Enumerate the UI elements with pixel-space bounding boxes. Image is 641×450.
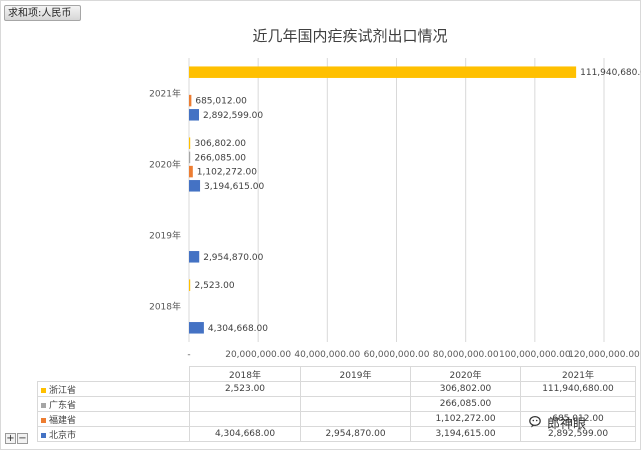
bar bbox=[189, 322, 204, 334]
zoom-out-button[interactable]: − bbox=[17, 433, 28, 444]
legend-label: 北京市 bbox=[49, 430, 77, 441]
table-column-header: 2018年 bbox=[189, 366, 301, 382]
data-label: 1,102,272.00 bbox=[197, 168, 257, 178]
table-cell: 111,940,680.00 bbox=[520, 381, 636, 397]
legend-swatch bbox=[41, 387, 46, 393]
legend-label: 广东省 bbox=[49, 400, 77, 411]
data-label: 4,304,668.00 bbox=[208, 324, 268, 334]
legend-label: 福建省 bbox=[49, 415, 77, 426]
data-label: 685,012.00 bbox=[195, 97, 247, 107]
bar bbox=[189, 251, 200, 263]
category-label: 2020年 bbox=[149, 159, 181, 171]
table-cell bbox=[300, 396, 411, 412]
wechat-icon bbox=[529, 415, 541, 428]
table-cell: 2,892,599.00 bbox=[520, 426, 636, 442]
data-labels: 4,304,668.00 2,523.00 2,954,870.00 3,194,61… bbox=[195, 68, 641, 334]
chart-data-table: 2018年 2019年 2020年 2021年浙江省 2,523.00 306,802.0… bbox=[37, 366, 636, 442]
table-column-header: 2020年 bbox=[410, 366, 521, 382]
table-cell bbox=[300, 411, 411, 427]
bar bbox=[189, 151, 191, 164]
legend-swatch bbox=[41, 417, 46, 423]
bar bbox=[189, 279, 191, 291]
table-cell: 2,954,870.00 bbox=[300, 426, 411, 442]
x-tick-label: 80,000,000.00 bbox=[433, 350, 499, 360]
table-row-header: 福建省 bbox=[37, 411, 190, 427]
bar bbox=[189, 109, 200, 121]
table-cell bbox=[300, 381, 411, 397]
x-tick-label: 120,000,000.00 bbox=[568, 350, 640, 360]
x-tick-label: 40,000,000.00 bbox=[294, 350, 360, 360]
table-corner bbox=[38, 367, 190, 382]
table-cell bbox=[189, 396, 301, 412]
table-row-header: 浙江省 bbox=[37, 381, 190, 397]
category-axis: 2018年 2019年 2020年 2021年 bbox=[149, 88, 181, 313]
table-cell: 306,802.00 bbox=[410, 381, 521, 397]
gridlines bbox=[188, 58, 605, 342]
chart-title: 近几年国内疟疾试剂出口情况 bbox=[252, 27, 447, 45]
table-row: 浙江省 2,523.00 306,802.00 111,940,680.00 bbox=[37, 381, 636, 397]
table-row: 广东省 266,085.00 bbox=[37, 396, 636, 412]
data-label: 3,194,615.00 bbox=[204, 182, 264, 192]
x-tick-label: 20,000,000.00 bbox=[225, 350, 291, 360]
table-cell: 266,085.00 bbox=[410, 396, 521, 412]
x-tick-label: - bbox=[187, 350, 190, 360]
data-label: 266,085.00 bbox=[195, 153, 247, 163]
table-cell: 4,304,668.00 bbox=[189, 426, 301, 442]
bars bbox=[189, 66, 577, 334]
x-tick-label: 100,000,000.00 bbox=[499, 350, 571, 360]
table-header-row: 2018年 2019年 2020年 2021年 bbox=[38, 366, 636, 382]
category-label: 2018年 bbox=[149, 301, 181, 313]
table-row-header: 北京市 bbox=[37, 426, 190, 442]
data-label: 2,892,599.00 bbox=[203, 111, 263, 121]
table-row: 福建省 1,102,272.00 685,012.00 bbox=[37, 411, 636, 427]
value-axis: - 20,000,000.00 40,000,000.00 60,000,000.00… bbox=[187, 350, 640, 360]
bar bbox=[189, 137, 191, 149]
category-label: 2019年 bbox=[149, 230, 181, 242]
x-tick-label: 60,000,000.00 bbox=[364, 350, 430, 360]
data-label: 2,954,870.00 bbox=[203, 253, 263, 263]
category-label: 2021年 bbox=[149, 88, 181, 100]
watermark: 郎神眼 bbox=[529, 412, 586, 432]
legend-label: 浙江省 bbox=[49, 385, 77, 396]
data-label: 111,940,680.00 bbox=[580, 68, 641, 78]
table-cell bbox=[520, 396, 636, 412]
table-column-header: 2021年 bbox=[520, 366, 636, 382]
bar bbox=[189, 165, 193, 178]
table-cell bbox=[189, 411, 301, 427]
legend-swatch bbox=[41, 432, 46, 438]
zoom-in-button[interactable]: + bbox=[5, 433, 16, 444]
table-cell: 3,194,615.00 bbox=[410, 426, 521, 442]
bar bbox=[189, 94, 192, 107]
table-column-header: 2019年 bbox=[300, 366, 411, 382]
bar bbox=[189, 180, 201, 192]
bar bbox=[189, 66, 577, 78]
pivot-field-button[interactable]: 求和项:人民币 bbox=[4, 5, 81, 21]
table-row-header: 广东省 bbox=[37, 396, 190, 412]
watermark-text: 郎神眼 bbox=[547, 416, 587, 432]
data-label: 2,523.00 bbox=[195, 281, 235, 291]
table-row: 北京市 4,304,668.00 2,954,870.00 3,194,615.00 2… bbox=[37, 426, 636, 442]
legend-swatch bbox=[41, 402, 46, 408]
table-cell: 2,523.00 bbox=[189, 381, 301, 397]
table-cell: 1,102,272.00 bbox=[410, 411, 521, 427]
data-label: 306,802.00 bbox=[195, 139, 247, 149]
